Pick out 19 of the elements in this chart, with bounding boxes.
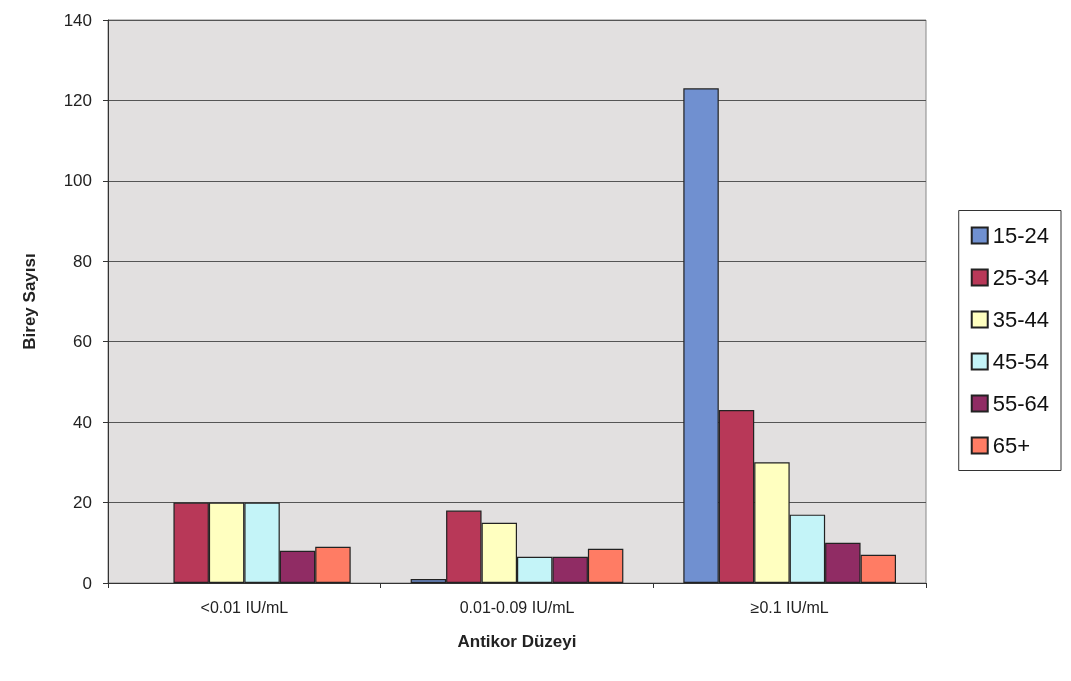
y-tick-label: 0 (82, 573, 92, 593)
x-tick-label: 0.01-0.09 IU/mL (459, 598, 575, 616)
y-tick-label: 120 (63, 90, 92, 110)
y-tick-label: 60 (73, 332, 92, 352)
x-tick-label: <0.01 IU/mL (200, 598, 289, 616)
legend-label: 35-44 (992, 307, 1050, 332)
legend-label: 55-64 (992, 391, 1050, 416)
legend-label: 65+ (992, 433, 1031, 458)
y-tick-label: 40 (73, 412, 92, 432)
legend-label: 15-24 (992, 223, 1050, 248)
y-tick-label: 80 (73, 251, 92, 271)
y-tick-label: 100 (63, 171, 92, 191)
y-tick-label: 140 (63, 10, 92, 30)
legend-label: 45-54 (992, 349, 1050, 374)
legend-label: 25-34 (992, 265, 1050, 290)
x-tick-label: ≥0.1 IU/mL (750, 598, 829, 616)
x-axis-title: Antikor Düzeyi (457, 632, 577, 651)
y-axis-title: Birey Sayısı (20, 253, 39, 350)
y-tick-label: 20 (73, 493, 92, 513)
